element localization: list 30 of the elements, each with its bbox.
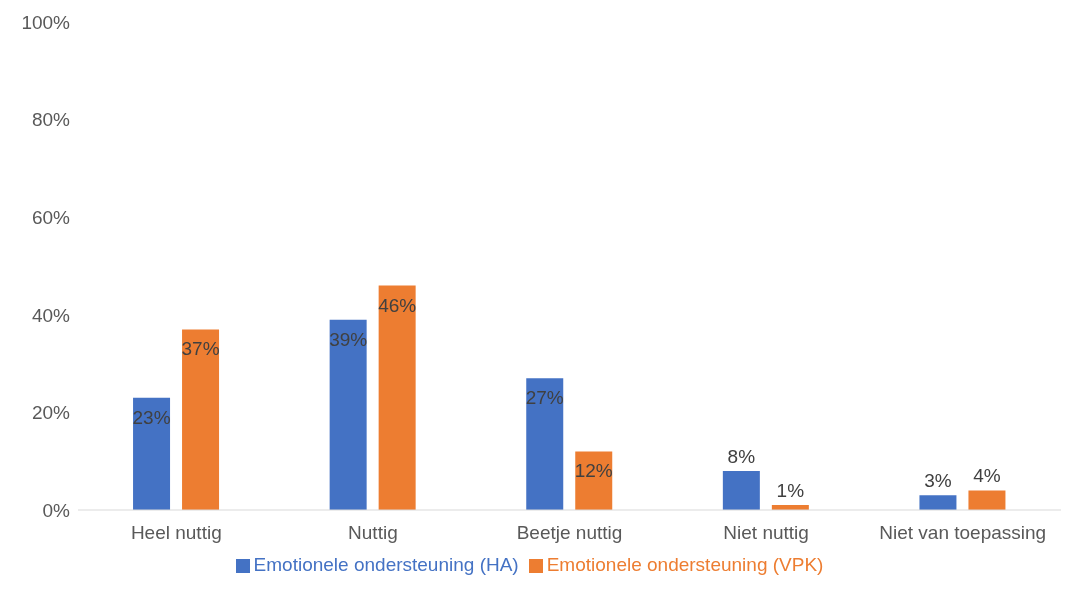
data-label: 39% [329, 328, 368, 350]
bar [722, 470, 760, 510]
data-label: 37% [181, 338, 220, 360]
bar [919, 495, 957, 510]
y-tick-label: 40% [31, 304, 71, 326]
x-tick-label: Niet van toepassing [879, 522, 1047, 544]
data-label: 12% [574, 460, 613, 482]
data-label: 27% [525, 387, 564, 409]
bar [329, 319, 367, 510]
data-label: 8% [727, 445, 756, 467]
y-tick-label: 0% [42, 499, 71, 521]
x-tick-label: Heel nuttig [130, 522, 222, 544]
x-tick-label: Beetje nuttig [516, 522, 623, 544]
data-label: 4% [973, 465, 1001, 487]
data-label: 3% [924, 470, 952, 492]
bar [526, 378, 564, 510]
y-tick-label: 20% [31, 402, 71, 424]
bar [133, 397, 171, 510]
y-tick-label: 80% [31, 109, 71, 131]
legend-label: Emotionele ondersteuning (VPK) [546, 554, 824, 575]
x-tick-label: Nuttig [348, 522, 398, 544]
y-tick-label: 100% [21, 11, 71, 33]
y-tick-label: 60% [31, 206, 71, 228]
x-tick-label: Niet nuttig [723, 522, 809, 544]
data-label: 1% [776, 480, 805, 502]
bar [968, 490, 1006, 510]
bar [378, 285, 416, 510]
legend-label: Emotionele ondersteuning (HA) [253, 554, 519, 575]
bar [182, 329, 220, 510]
data-label: 23% [132, 406, 171, 428]
